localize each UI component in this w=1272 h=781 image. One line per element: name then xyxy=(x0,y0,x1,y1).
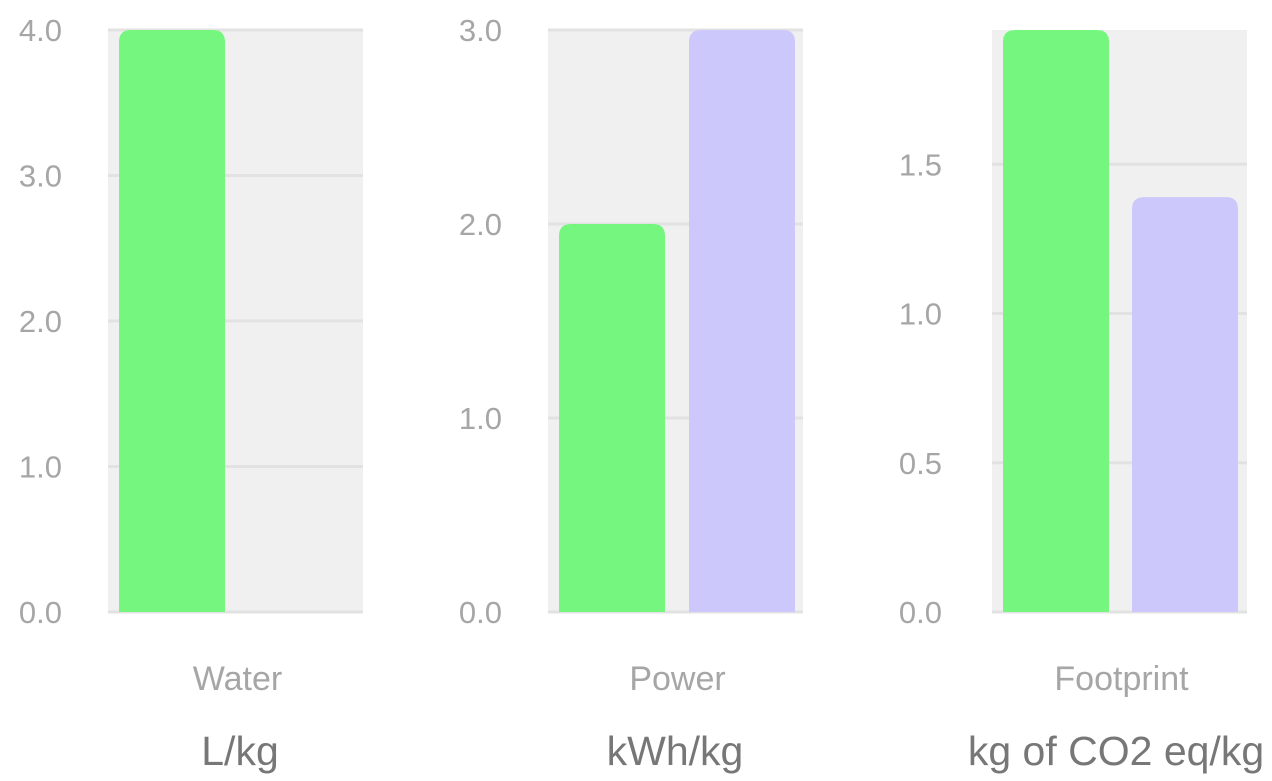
water-unit-label: L/kg xyxy=(201,728,279,774)
water-bar-series-1 xyxy=(119,30,225,612)
footprint-y-tick-label: 0.0 xyxy=(899,595,942,630)
water-y-tick-label: 1.0 xyxy=(19,450,62,485)
footprint-bar-series-1 xyxy=(1003,30,1109,612)
footprint-bar-series-2 xyxy=(1132,197,1238,612)
footprint-y-tick-label: 1.5 xyxy=(899,147,942,182)
power-chart: 0.0 1.0 2.0 3.0 Power kWh/kg xyxy=(440,0,820,781)
footprint-chart-svg: 0.0 0.5 1.0 1.5 Footprint xyxy=(899,30,1247,698)
power-y-tick-label: 0.0 xyxy=(459,595,502,630)
footprint-unit-label: kg of CO2 eq/kg xyxy=(967,728,1265,774)
water-y-tick-label: 2.0 xyxy=(19,304,62,339)
power-unit-label: kWh/kg xyxy=(606,728,744,774)
water-chart: 0.0 1.0 2.0 3.0 4.0 Water L/kg xyxy=(0,0,380,781)
water-y-tick-label: 3.0 xyxy=(19,159,62,194)
power-bar-series-2 xyxy=(689,30,795,612)
footprint-y-tick-label: 0.5 xyxy=(899,446,942,481)
water-category-label: Water xyxy=(193,660,282,698)
footprint-category-label: Footprint xyxy=(1054,660,1189,698)
water-chart-svg: 0.0 1.0 2.0 3.0 4.0 Water xyxy=(19,13,363,698)
water-y-tick-label: 0.0 xyxy=(19,595,62,630)
footprint-y-tick-label: 1.0 xyxy=(899,297,942,332)
power-y-tick-label: 2.0 xyxy=(459,207,502,242)
power-y-tick-label: 1.0 xyxy=(459,401,502,436)
footprint-chart: 0.0 0.5 1.0 1.5 Footprint kg of CO2 eq/kg xyxy=(880,0,1272,781)
power-bar-series-1 xyxy=(559,224,665,612)
water-y-tick-label: 4.0 xyxy=(19,13,62,48)
power-category-label: Power xyxy=(629,660,725,698)
power-chart-svg: 0.0 1.0 2.0 3.0 Power xyxy=(459,13,803,698)
power-y-tick-label: 3.0 xyxy=(459,13,502,48)
